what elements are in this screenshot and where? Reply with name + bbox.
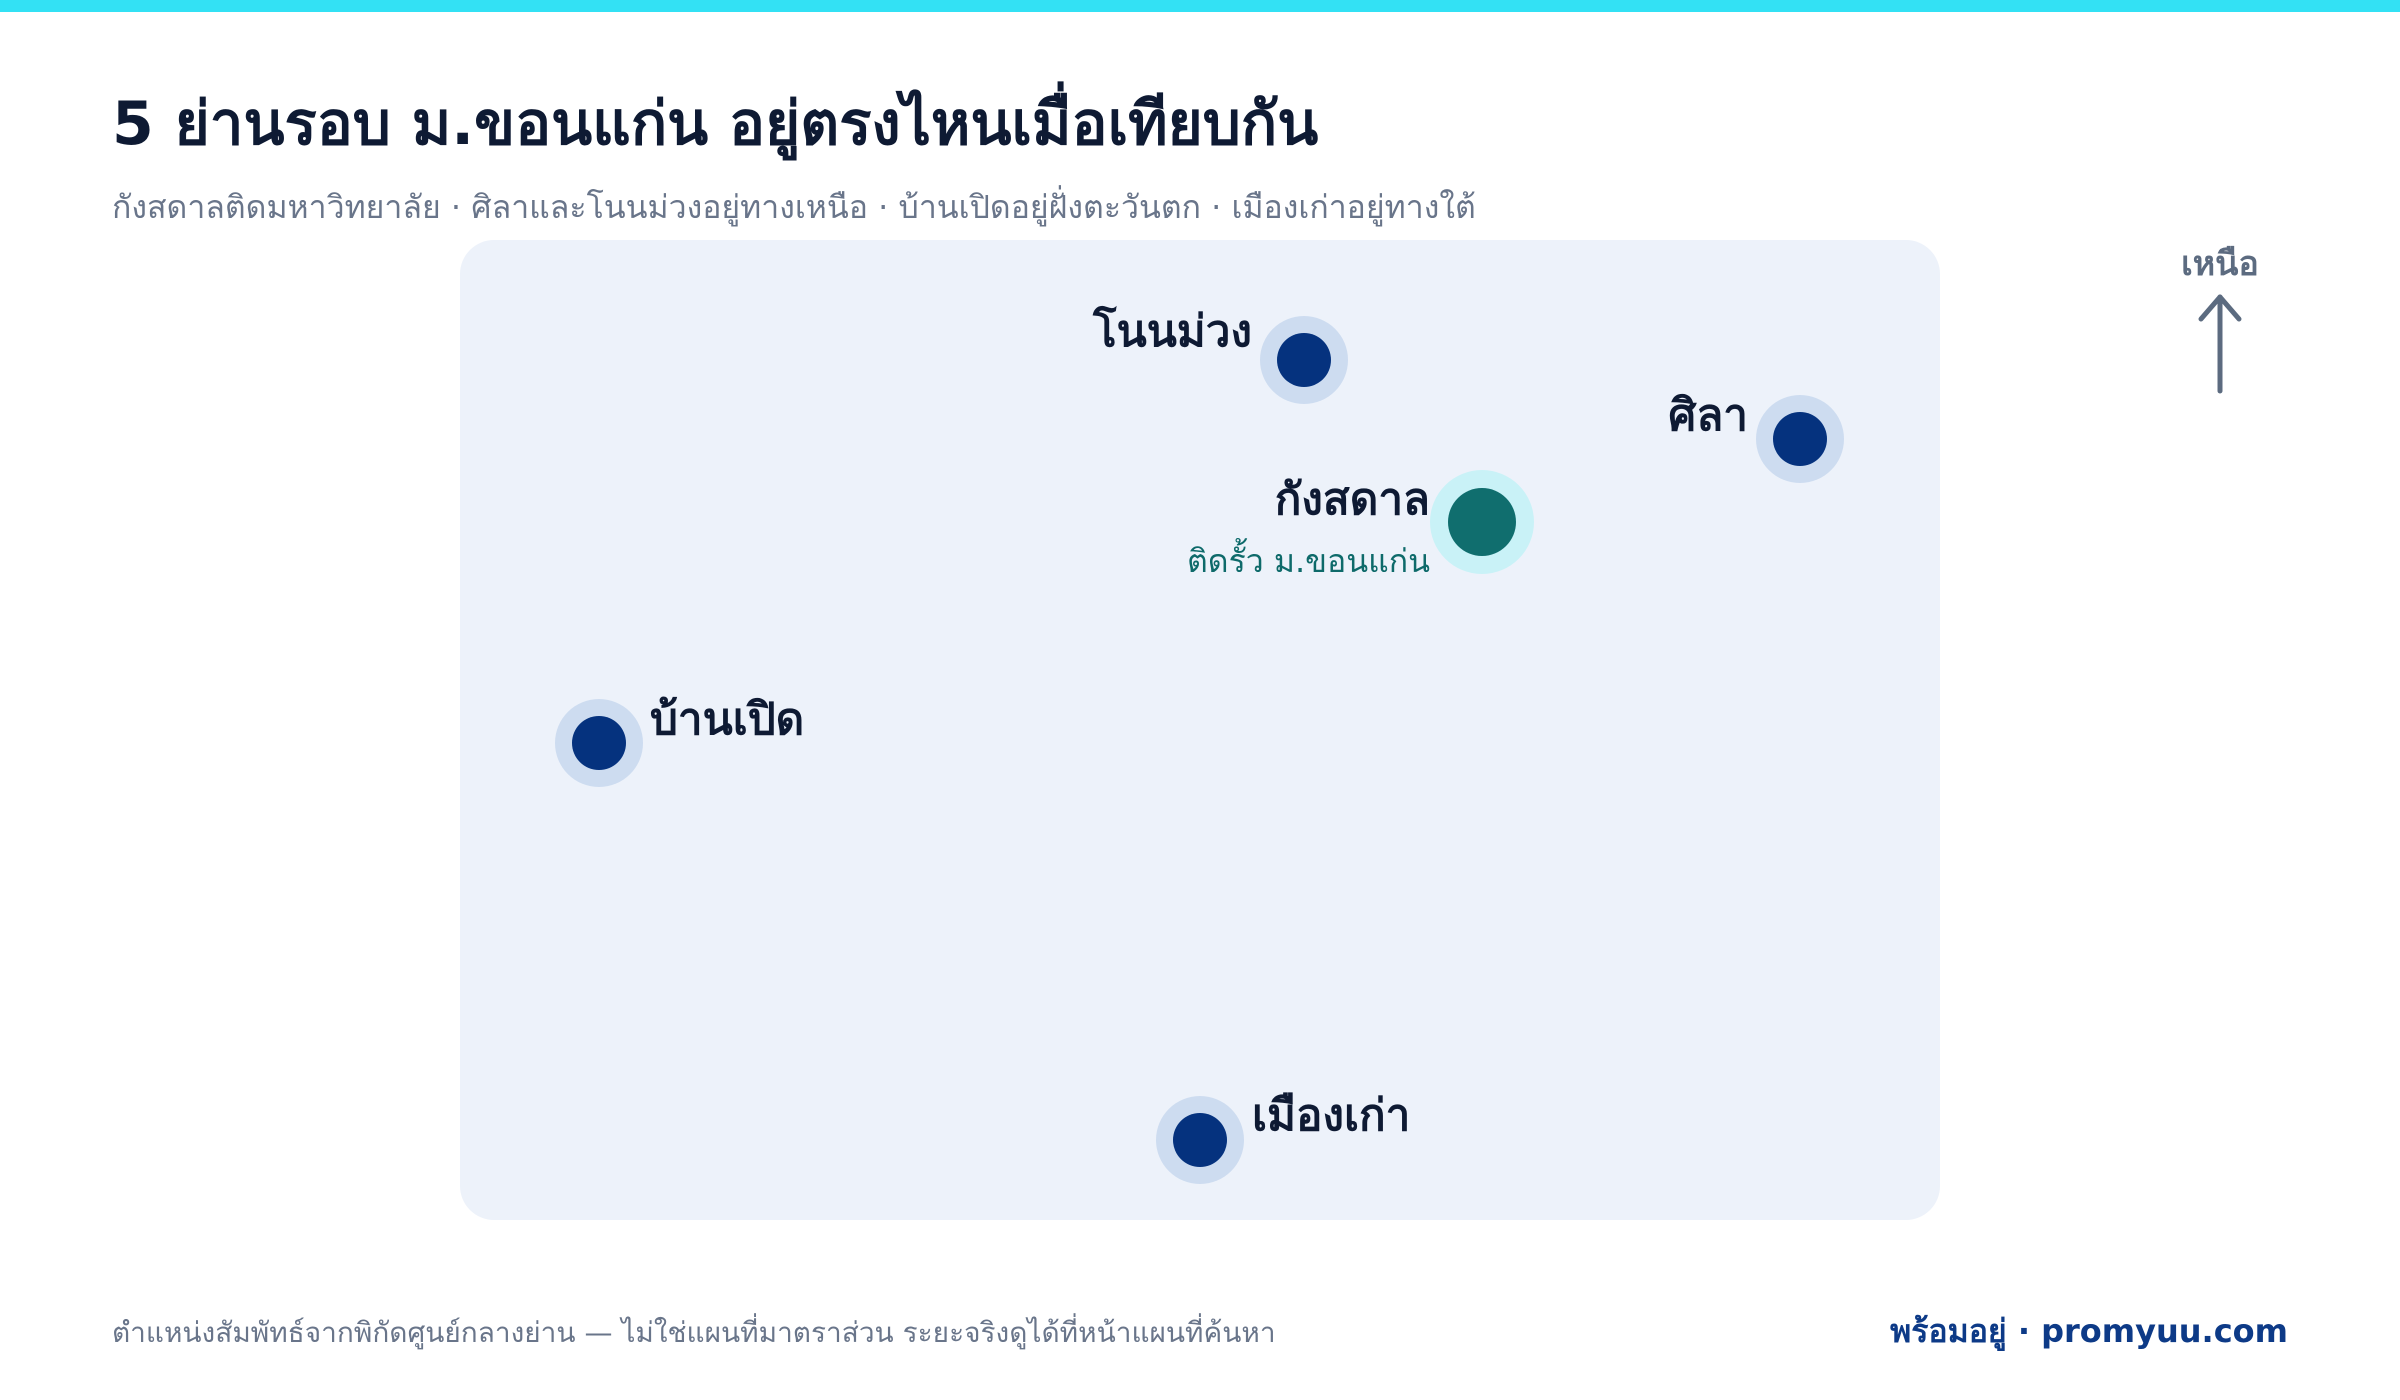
top-accent-bar xyxy=(0,0,2400,12)
marker-muangkao xyxy=(1156,1096,1244,1184)
place-label-kangsadan: กังสดาล xyxy=(1274,474,1430,525)
north-label: เหนือ xyxy=(2181,244,2259,284)
place-label-muangkao: เมืองเก่า xyxy=(1252,1090,1411,1141)
footer-note: ตำแหน่งสัมพัทธ์จากพิกัดศูนย์กลางย่าน — ไ… xyxy=(112,1316,1276,1349)
marker-banped xyxy=(555,699,643,787)
marker-dot xyxy=(1773,412,1827,466)
place-label-nonmuang: โนนม่วง xyxy=(1093,306,1252,357)
brand-link[interactable]: พร้อมอยู่ · promyuu.com xyxy=(1890,1312,2288,1350)
place-label-banped: บ้านเปิด xyxy=(650,694,805,745)
marker-nonmuang xyxy=(1260,316,1348,404)
page-title: 5 ย่านรอบ ม.ขอนแก่น อยู่ตรงไหนเมื่อเทียบ… xyxy=(112,89,1319,159)
north-arrow-icon xyxy=(2198,294,2242,394)
marker-kangsadan xyxy=(1430,470,1534,574)
north-indicator: เหนือ xyxy=(2160,244,2280,395)
marker-dot xyxy=(1448,488,1516,556)
place-note-kangsadan: ติดรั้ว ม.ขอนแก่น xyxy=(1187,542,1430,580)
marker-dot xyxy=(1277,333,1331,387)
marker-dot xyxy=(572,716,626,770)
marker-dot xyxy=(1173,1113,1227,1167)
place-label-sila: ศิลา xyxy=(1668,390,1748,441)
page-subtitle: กังสดาลติดมหาวิทยาลัย · ศิลาและโนนม่วงอย… xyxy=(112,188,1476,226)
map-panel xyxy=(460,240,1940,1220)
marker-sila xyxy=(1756,395,1844,483)
